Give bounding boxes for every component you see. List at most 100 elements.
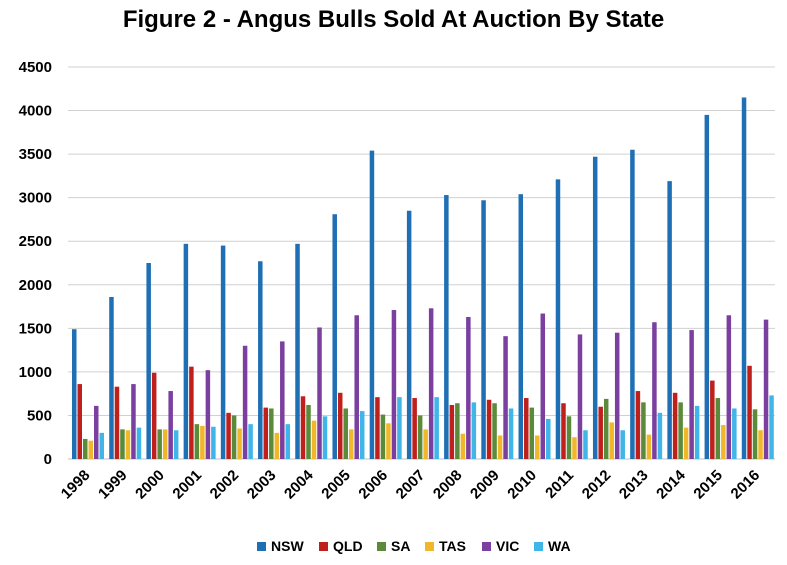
x-tick-label: 2007 xyxy=(393,467,429,503)
legend-swatch-nsw xyxy=(257,542,266,551)
bar-nsw-2003 xyxy=(258,261,263,459)
bar-tas-2009 xyxy=(497,435,503,459)
bar-tas-1998 xyxy=(88,440,93,459)
bar-wa-2009 xyxy=(508,408,514,459)
bar-nsw-2005 xyxy=(332,214,337,459)
bar-vic-2016 xyxy=(763,319,769,459)
bar-tas-2003 xyxy=(274,432,280,459)
bar-vic-2014 xyxy=(689,330,694,459)
bar-sa-2001 xyxy=(194,424,200,459)
bar-nsw-2011 xyxy=(555,179,561,459)
bar-nsw-2000 xyxy=(146,263,151,459)
legend-label-nsw: NSW xyxy=(271,538,304,554)
x-tick-label: 2001 xyxy=(169,467,205,503)
bar-tas-2006 xyxy=(386,423,391,459)
bar-wa-2006 xyxy=(397,397,402,459)
bar-nsw-2006 xyxy=(369,150,375,460)
bar-sa-2010 xyxy=(529,407,535,459)
bar-wa-1999 xyxy=(136,427,142,459)
bar-qld-2010 xyxy=(524,398,529,459)
bar-qld-2016 xyxy=(747,365,752,459)
bar-tas-2014 xyxy=(683,427,689,459)
bar-tas-2004 xyxy=(311,420,317,459)
bar-sa-2007 xyxy=(417,415,423,459)
bar-vic-2004 xyxy=(317,327,322,459)
x-tick-label: 2012 xyxy=(579,467,615,503)
bar-wa-2004 xyxy=(322,416,328,459)
bar-sa-2009 xyxy=(492,403,497,459)
bar-nsw-2001 xyxy=(183,243,189,459)
bar-nsw-2015 xyxy=(704,114,710,460)
bar-wa-2012 xyxy=(620,430,625,459)
bar-qld-2003 xyxy=(263,407,269,459)
x-tick-label: 2004 xyxy=(281,466,317,502)
bar-nsw-2016 xyxy=(741,97,747,459)
bar-wa-2014 xyxy=(694,405,700,459)
bars xyxy=(72,97,774,460)
x-tick-label: 2005 xyxy=(318,467,354,503)
bar-vic-2010 xyxy=(540,313,546,459)
bar-sa-2013 xyxy=(641,402,646,459)
y-tick-label: 1000 xyxy=(19,364,52,381)
bar-tas-2000 xyxy=(162,429,168,459)
bar-tas-2001 xyxy=(200,425,205,459)
bar-nsw-2009 xyxy=(481,200,486,459)
chart-title: Figure 2 - Angus Bulls Sold At Auction B… xyxy=(122,6,665,33)
bar-sa-2002 xyxy=(231,415,237,459)
bar-vic-2011 xyxy=(577,334,583,459)
legend: NSW QLD SA TAS VIC WA xyxy=(257,538,571,554)
x-tick-label: 2009 xyxy=(467,467,503,503)
y-tick-label: 4500 xyxy=(19,59,52,76)
bar-wa-2007 xyxy=(434,397,439,459)
x-tick-label: 2000 xyxy=(132,467,168,503)
bar-qld-1998 xyxy=(77,384,82,459)
bar-vic-2001 xyxy=(205,370,211,459)
bar-sa-2014 xyxy=(678,402,683,459)
y-tick-label: 0 xyxy=(44,451,52,468)
bar-sa-2000 xyxy=(157,429,162,459)
legend-label-wa: WA xyxy=(548,538,571,554)
bar-sa-2015 xyxy=(715,398,721,459)
x-tick-label: 2011 xyxy=(542,467,577,502)
bar-qld-2007 xyxy=(412,398,417,459)
legend-swatch-qld xyxy=(319,542,328,551)
bar-wa-2003 xyxy=(285,424,291,459)
bar-wa-2005 xyxy=(359,411,365,459)
x-tick-label: 1998 xyxy=(58,467,94,503)
bar-qld-2012 xyxy=(598,406,603,459)
bar-wa-2008 xyxy=(471,402,477,459)
x-tick-label: 2003 xyxy=(244,467,280,503)
bar-nsw-2013 xyxy=(630,149,635,459)
bar-sa-2008 xyxy=(455,403,460,459)
bar-qld-2011 xyxy=(561,403,566,459)
bar-tas-2016 xyxy=(758,430,763,459)
bar-qld-2004 xyxy=(300,396,306,459)
legend-swatch-sa xyxy=(377,542,386,551)
bar-tas-2010 xyxy=(535,435,540,459)
bar-vic-2012 xyxy=(614,332,620,459)
bar-qld-2015 xyxy=(710,380,715,459)
y-tick-label: 3000 xyxy=(19,190,52,207)
bar-nsw-2014 xyxy=(667,181,672,460)
bar-wa-2002 xyxy=(248,424,253,459)
x-tick-label: 2010 xyxy=(504,467,540,503)
x-tick-label: 1999 xyxy=(95,467,131,503)
x-tick-label: 2013 xyxy=(616,467,652,503)
bar-qld-2009 xyxy=(486,399,492,459)
bar-sa-2004 xyxy=(306,404,311,459)
bar-tas-2015 xyxy=(721,425,726,459)
bar-vic-1999 xyxy=(131,384,136,459)
bar-nsw-2002 xyxy=(220,245,226,459)
bar-nsw-1999 xyxy=(109,296,114,459)
bar-vic-2015 xyxy=(726,315,732,459)
x-tick-label: 2002 xyxy=(207,467,243,503)
bar-tas-2007 xyxy=(423,429,428,459)
y-tick-label: 4000 xyxy=(19,103,52,120)
legend-label-sa: SA xyxy=(391,538,410,554)
y-tick-label: 2000 xyxy=(19,277,52,294)
bar-vic-2003 xyxy=(280,341,285,459)
legend-swatch-vic xyxy=(482,542,491,551)
x-tick-label: 2016 xyxy=(728,467,764,503)
bar-sa-2006 xyxy=(380,414,386,459)
